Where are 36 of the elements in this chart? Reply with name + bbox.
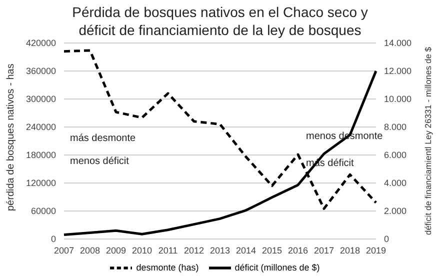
- y2-tick-label: 4.000: [384, 178, 407, 188]
- x-tick-label: 2012: [184, 245, 204, 256]
- x-tick-label: 2009: [106, 245, 126, 256]
- y-tick-label: 420000: [26, 38, 56, 48]
- y2-tick-label: 10.000: [384, 94, 412, 104]
- x-tick-label: 2010: [132, 245, 152, 256]
- y-tick-label: 180000: [26, 150, 56, 160]
- annotation: menos déficit: [70, 156, 129, 167]
- y2-tick-label: 6.000: [384, 150, 407, 160]
- chart-title: Pérdida de bosques nativos en el Chaco seco y déficit de financiamiento de la ley de bosques: [71, 3, 369, 39]
- y2-axis-title: déficit de financiamientl Ley 26331 - millones de $: [423, 46, 434, 236]
- x-tick-label: 2014: [236, 245, 256, 256]
- x-tick-label: 2019: [366, 245, 386, 256]
- y-tick-label: 0: [50, 234, 56, 244]
- y2-tick-label: 0: [384, 234, 390, 244]
- y-axis-title: pérdida de bosques nativos - has: [6, 64, 17, 211]
- legend-label: desmonte (has): [136, 262, 199, 272]
- x-tick-label: 2017: [314, 245, 334, 256]
- annotation: más desmonte: [70, 133, 136, 144]
- x-tick-label: 2018: [340, 245, 360, 256]
- x-tick-label: 2007: [54, 245, 74, 256]
- x-tick-label: 2011: [158, 245, 178, 256]
- y-tick-label: 120000: [26, 178, 56, 188]
- x-tick-label: 2016: [288, 245, 308, 256]
- y2-tick-label: 12.000: [384, 66, 412, 76]
- y-tick-label: 300000: [26, 94, 56, 104]
- y-tick-label: 360000: [26, 66, 56, 76]
- y-tick-label: 240000: [26, 122, 56, 132]
- y2-tick-label: 2.000: [384, 206, 407, 216]
- y2-tick-label: 14.000: [384, 38, 412, 48]
- y-tick-label: 60000: [30, 206, 56, 216]
- y2-tick-label: 8.000: [384, 122, 407, 132]
- x-tick-label: 2013: [210, 245, 230, 256]
- legend-label: déficit (millones de $): [234, 262, 320, 272]
- x-tick-label: 2008: [80, 245, 100, 256]
- x-tick-label: 2015: [262, 245, 282, 256]
